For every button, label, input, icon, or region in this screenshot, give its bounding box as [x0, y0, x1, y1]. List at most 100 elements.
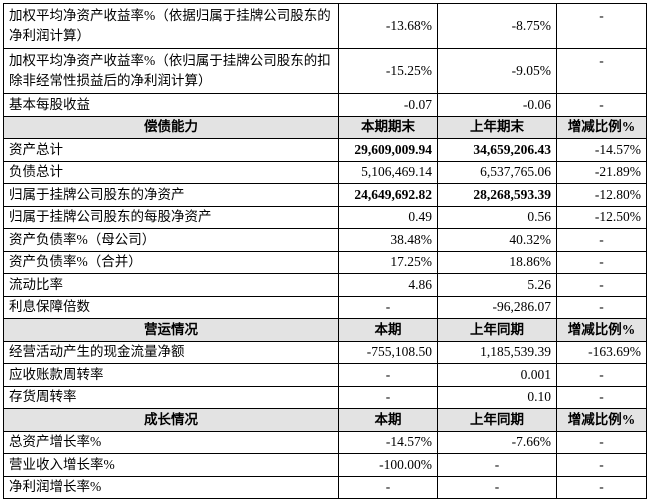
table-row: 应收账款周转率 -0.001-	[3, 363, 647, 387]
table-cell: -	[556, 273, 647, 297]
table-cell: 0.001	[437, 363, 557, 387]
table-cell: 增减比例%	[556, 115, 647, 139]
table-cell: 增减比例%	[556, 318, 647, 342]
table-cell: -	[556, 228, 647, 252]
table-cell: -	[556, 475, 647, 499]
table-cell: -7.66%	[437, 430, 557, 454]
table-cell: -	[437, 475, 557, 499]
table-body: 加权平均净资产收益率%（依据归属于挂牌公司股东的净利润计算） -13.68% -8.…	[3, 3, 647, 499]
table-cell: 归属于挂牌公司股东的每股净资产	[3, 205, 339, 229]
table-cell: -	[338, 295, 438, 319]
table-row: 基本每股收益 -0.07 -0.06-	[3, 93, 647, 117]
table-cell: -	[556, 385, 647, 409]
table-cell: 29,609,009.94	[338, 138, 438, 162]
table-cell: 资产负债率%（母公司）	[3, 228, 339, 252]
table-cell: 上年同期	[437, 318, 557, 342]
table-cell: -	[338, 475, 438, 499]
table-cell: -	[338, 385, 438, 409]
section-header: 成长情况 本期 上年同期 增减比例%	[3, 408, 647, 432]
table-cell: 38.48%	[338, 228, 438, 252]
page: 加权平均净资产收益率%（依据归属于挂牌公司股东的净利润计算） -13.68% -8.…	[3, 3, 647, 499]
table-cell: -755,108.50	[338, 340, 438, 364]
table-cell: 营运情况	[3, 318, 339, 342]
table-cell: 40.32%	[437, 228, 557, 252]
table-cell: -96,286.07	[437, 295, 557, 319]
table-cell: -	[556, 48, 647, 94]
table-cell: -14.57%	[556, 138, 647, 162]
table-cell: 本期	[338, 408, 438, 432]
table-row: 加权平均净资产收益率%（依归属于挂牌公司股东的扣除非经常性损益后的净利润计算） -…	[3, 48, 647, 94]
table-cell: 成长情况	[3, 408, 339, 432]
table-row: 存货周转率 -0.10-	[3, 385, 647, 409]
table-cell: -9.05%	[437, 48, 557, 94]
table-cell: 18.86%	[437, 250, 557, 274]
table-cell: -8.75%	[437, 3, 557, 49]
table-cell: -15.25%	[338, 48, 438, 94]
table-row: 资产负债率%（合并） 17.25% 18.86% -	[3, 250, 647, 274]
table-cell: -12.80%	[556, 183, 647, 207]
table-cell: -14.57%	[338, 430, 438, 454]
table-cell: 基本每股收益	[3, 93, 339, 117]
table-cell: 负债总计	[3, 160, 339, 184]
table-row: 归属于挂牌公司股东的每股净资产 0.49 0.56 -12.50%	[3, 205, 647, 229]
table-cell: 5,106,469.14	[338, 160, 438, 184]
table-cell: 归属于挂牌公司股东的净资产	[3, 183, 339, 207]
table-cell: -12.50%	[556, 205, 647, 229]
table-cell: -	[556, 3, 647, 49]
table-cell: 24,649,692.82	[338, 183, 438, 207]
table-cell: -	[556, 250, 647, 274]
table-row: 加权平均净资产收益率%（依据归属于挂牌公司股东的净利润计算） -13.68% -8.…	[3, 3, 647, 49]
table-cell: -	[556, 453, 647, 477]
table-row: 负债总计 5,106,469.14 6,537,765.06 -21.89%	[3, 160, 647, 184]
table-cell: 加权平均净资产收益率%（依据归属于挂牌公司股东的净利润计算）	[3, 3, 339, 49]
table-cell: 上年同期	[437, 408, 557, 432]
table-row: 流动比率 4.86 5.26-	[3, 273, 647, 297]
table-cell: 本期	[338, 318, 438, 342]
table-cell: 偿债能力	[3, 115, 339, 139]
table-row: 资产总计 29,609,009.94 34,659,206.43 -14.57%	[3, 138, 647, 162]
table-cell: 6,537,765.06	[437, 160, 557, 184]
table-cell: 经营活动产生的现金流量净额	[3, 340, 339, 364]
table-cell: 存货周转率	[3, 385, 339, 409]
table-cell: 资产总计	[3, 138, 339, 162]
table-cell: -	[556, 430, 647, 454]
table-cell: 应收账款周转率	[3, 363, 339, 387]
table-cell: 0.10	[437, 385, 557, 409]
table-cell: -163.69%	[556, 340, 647, 364]
table-cell: 本期期末	[338, 115, 438, 139]
table-cell: 资产负债率%（合并）	[3, 250, 339, 274]
table-cell: 4.86	[338, 273, 438, 297]
table-cell: 上年期末	[437, 115, 557, 139]
section-header: 营运情况 本期 上年同期 增减比例%	[3, 318, 647, 342]
table-cell: 0.56	[437, 205, 557, 229]
table-cell: 增减比例%	[556, 408, 647, 432]
table-cell: 0.49	[338, 205, 438, 229]
table-cell: -	[437, 453, 557, 477]
table-row: 资产负债率%（母公司） 38.48% 40.32% -	[3, 228, 647, 252]
table-cell: -0.06	[437, 93, 557, 117]
table-cell: 34,659,206.43	[437, 138, 557, 162]
table-row: 总资产增长率% -14.57% -7.66% -	[3, 430, 647, 454]
table-cell: -13.68%	[338, 3, 438, 49]
table-row: 利息保障倍数 - -96,286.07-	[3, 295, 647, 319]
table-cell: 流动比率	[3, 273, 339, 297]
table-cell: -0.07	[338, 93, 438, 117]
table-cell: -21.89%	[556, 160, 647, 184]
table-row: 归属于挂牌公司股东的净资产 24,649,692.82 28,268,593.39-…	[3, 183, 647, 207]
table-cell: -100.00%	[338, 453, 438, 477]
table-cell: 1,185,539.39	[437, 340, 557, 364]
table-cell: 利息保障倍数	[3, 295, 339, 319]
table-cell: -	[556, 295, 647, 319]
table-cell: -	[338, 363, 438, 387]
table-row: 营业收入增长率% -100.00% - -	[3, 453, 647, 477]
table-row: 经营活动产生的现金流量净额 -755,108.50 1,185,539.39 -163…	[3, 340, 647, 364]
table-cell: -	[556, 93, 647, 117]
table-cell: 28,268,593.39	[437, 183, 557, 207]
table-cell: 总资产增长率%	[3, 430, 339, 454]
table-cell: -	[556, 363, 647, 387]
table-cell: 营业收入增长率%	[3, 453, 339, 477]
table-cell: 加权平均净资产收益率%（依归属于挂牌公司股东的扣除非经常性损益后的净利润计算）	[3, 48, 339, 94]
financial-table: 加权平均净资产收益率%（依据归属于挂牌公司股东的净利润计算） -13.68% -8.…	[3, 3, 647, 499]
table-cell: 净利润增长率%	[3, 475, 339, 499]
section-header: 偿债能力 本期期末 上年期末 增减比例%	[3, 115, 647, 139]
